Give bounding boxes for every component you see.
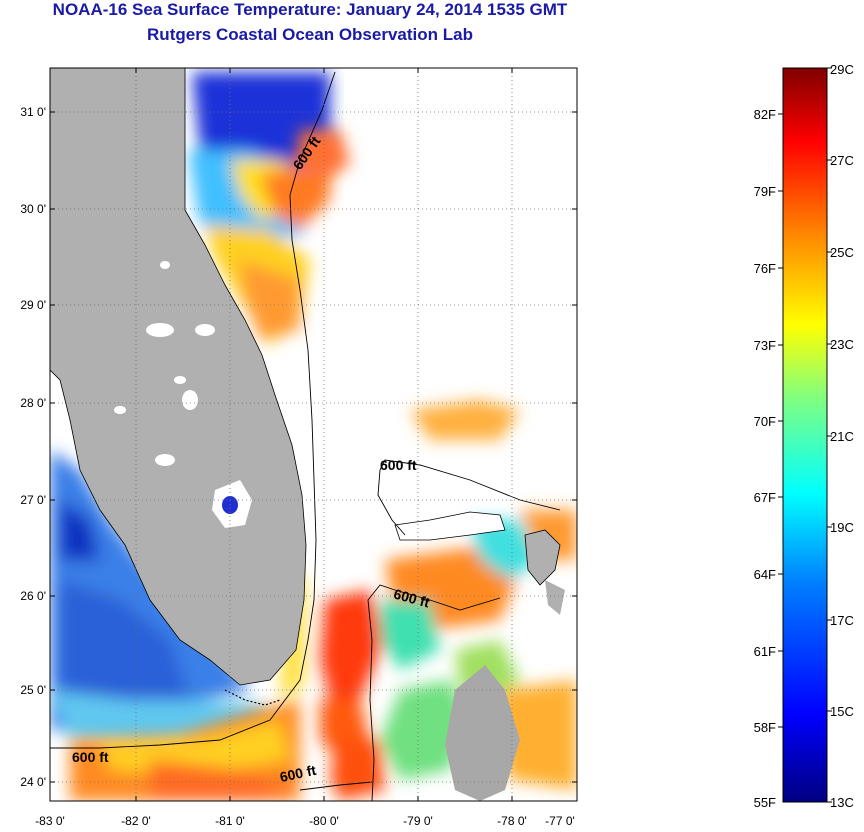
contour-label: 600 ft <box>380 457 417 473</box>
page-title: NOAA-16 Sea Surface Temperature: January… <box>52 0 568 19</box>
lat-label: 26 0' <box>20 589 46 603</box>
colorbar-fahrenheit-label: 64F <box>754 567 776 582</box>
colorbar-gradient <box>782 67 828 803</box>
lat-label: 27 0' <box>20 493 46 507</box>
colorbar-celsius-label: 17C <box>830 613 854 628</box>
page-subtitle: Rutgers Coastal Ocean Observation Lab <box>147 25 473 44</box>
colorbar-fahrenheit-label: 82F <box>754 107 776 122</box>
great-abaco <box>524 529 561 586</box>
lat-label: 24 0' <box>20 775 46 789</box>
grand-bahama <box>394 511 506 541</box>
lon-label: -81 0' <box>215 814 245 828</box>
colorbar-celsius-label: 27C <box>830 153 854 168</box>
colorbar-fahrenheit-label: 70F <box>754 414 776 429</box>
colorbar-celsius-label: 29C <box>830 62 854 77</box>
colorbar-fahrenheit-label: 67F <box>754 490 776 505</box>
andros-island <box>445 665 520 801</box>
land <box>50 68 565 801</box>
colorbar-fahrenheit-label: 55F <box>754 795 776 810</box>
colorbar-fahrenheit-label: 61F <box>754 644 776 659</box>
lat-label: 29 0' <box>20 298 46 312</box>
lat-label: 31 0' <box>20 105 46 119</box>
colorbar-celsius-label: 25C <box>830 245 854 260</box>
colorbar-fahrenheit-label: 76F <box>754 261 776 276</box>
lon-label: -78 0' <box>497 814 527 828</box>
lat-label: 30 0' <box>20 202 46 216</box>
colorbar-celsius-label: 21C <box>830 429 854 444</box>
colorbar-fahrenheit-label: 73F <box>754 338 776 353</box>
keys-coastline <box>224 689 281 706</box>
colorbar-celsius-label: 15C <box>830 704 854 719</box>
eleuthera <box>545 580 565 615</box>
lon-label: -83 0' <box>35 814 65 828</box>
contour-label: 600 ft <box>72 749 109 765</box>
colorbar-celsius-label: 19C <box>830 520 854 535</box>
florida-coastline <box>50 68 307 686</box>
contour-label: 600 ft <box>278 762 317 785</box>
colorbar: 29C 27C 25C 23C 21C 19C 17C 15C 13C 82F … <box>754 62 854 810</box>
colorbar-fahrenheit-label: 58F <box>754 720 776 735</box>
colorbar-fahrenheit-label: 79F <box>754 184 776 199</box>
lat-label: 28 0' <box>20 396 46 410</box>
map-frame <box>49 67 578 802</box>
isobath-600ft <box>50 71 561 801</box>
map-area <box>50 68 577 801</box>
lon-label: -77 0' <box>545 814 575 828</box>
lon-label: -79 0' <box>403 814 433 828</box>
lon-label: -82 0' <box>121 814 151 828</box>
axis-ticks <box>50 68 577 801</box>
colorbar-celsius-label: 13C <box>830 795 854 810</box>
lon-label: -80 0' <box>309 814 339 828</box>
colorbar-celsius-label: 23C <box>830 337 854 352</box>
lat-label: 25 0' <box>20 683 46 697</box>
